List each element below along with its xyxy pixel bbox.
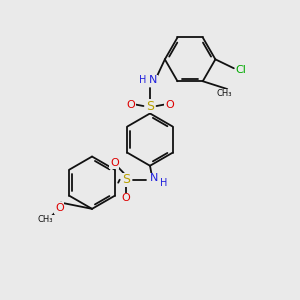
Text: O: O [165,100,174,110]
Text: S: S [146,100,154,112]
Text: O: O [110,158,119,168]
Text: N: N [149,173,158,183]
Text: N: N [149,75,157,85]
Text: H: H [160,178,167,188]
Text: CH₃: CH₃ [38,215,53,224]
Text: O: O [55,203,64,213]
Text: O: O [126,100,135,110]
Text: H: H [139,75,146,85]
Text: S: S [122,173,130,186]
Text: CH₃: CH₃ [217,89,232,98]
Text: Cl: Cl [235,65,246,75]
Text: O: O [122,193,130,203]
